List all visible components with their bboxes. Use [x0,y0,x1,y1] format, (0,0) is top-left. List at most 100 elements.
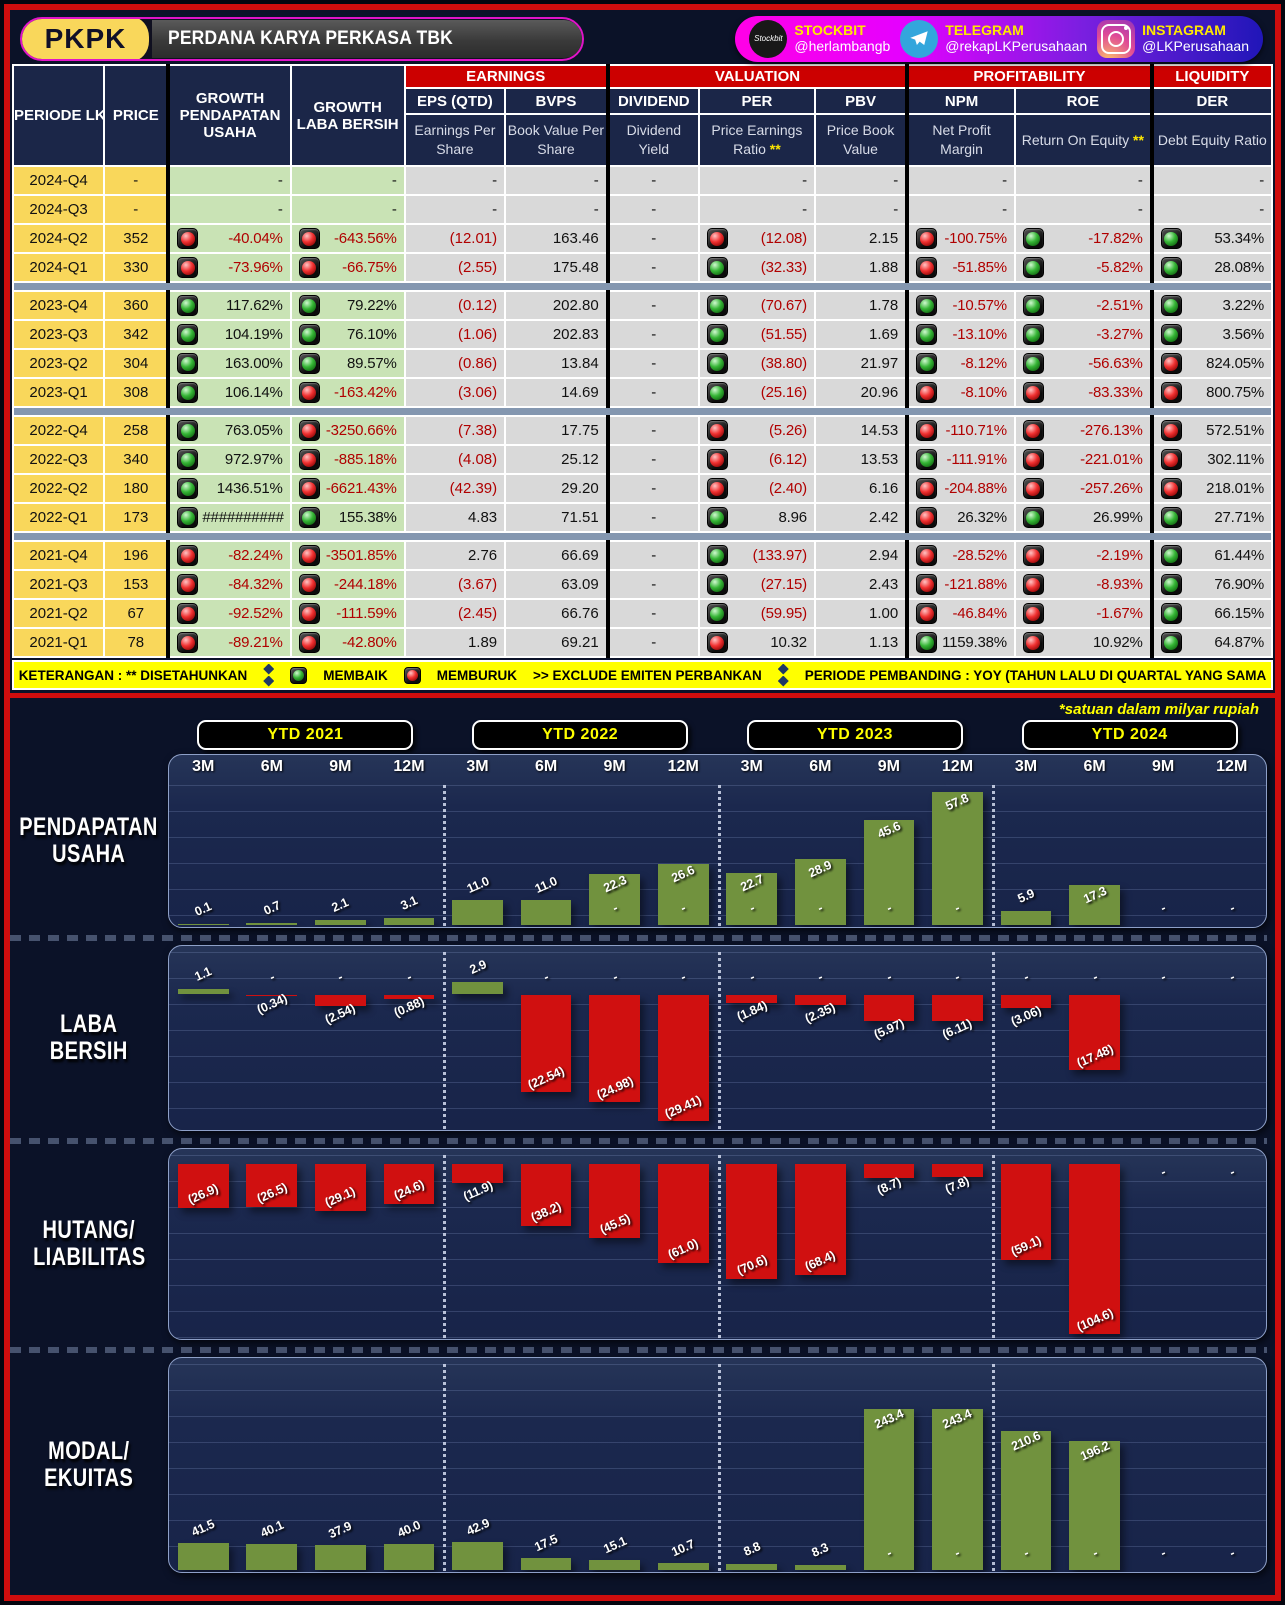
col-abbr-bvps: BVPS [504,87,609,115]
social-stockbit[interactable]: Stockbit STOCKBIT @herlambangb [749,19,890,58]
cell-value: 10.92% [1093,634,1143,651]
month-label: 9M [603,758,626,775]
green-led-icon [298,353,320,374]
legend-bar: KETERANGAN : ** DISETAHUNKAN MEMBAIK MEM… [12,660,1273,690]
npm-cell: -51.85% [905,252,1016,283]
growth-cell-content: - [707,172,807,189]
bar-slot: 0.1 [169,785,238,926]
bar-label: 8.8 [741,1539,763,1559]
price-cell: 330 [103,252,170,283]
cell-value: -5.82% [1096,259,1143,276]
price-cell: - [103,194,170,225]
npm-cell: 26.32% [905,502,1016,533]
month-label: 3M [1014,758,1038,775]
growth-cell-content: -3.27% [1022,324,1143,345]
growth-cell-content: 26.32% [916,507,1007,528]
dividend-cell: - [605,502,700,533]
red-led-icon [298,632,320,653]
bar-slots: 1.1 - (0.34) - (2.54) - (0.88) 2.9 - (22.54) - (24.… [169,952,1266,1129]
growth-cell-content: 27.71% [1160,507,1264,528]
npm-cell: -110.71% [905,415,1016,446]
baseline-dash: - [678,969,688,985]
brand-container: PKPK PERDANA KARYA PERKASA TBK [20,16,584,61]
month-labels: 3M 6M 9M 12M 3M 6M 9M 12M 3M 6M 9M 12M 3M 6M 9M 12M [169,758,1266,776]
per-cell: (133.97) [697,540,816,571]
cell-value: -10.57% [952,297,1007,314]
growth-pendapatan-cell: - [166,194,292,225]
bar-slot: - (5.97) [855,952,924,1129]
growth-cell-content: -46.84% [916,603,1007,624]
group-divider [991,952,995,1129]
pbv-cell: 6.16 [813,473,909,504]
bar [177,1164,229,1208]
cell-value: 3.22% [1222,297,1264,314]
bar-slot: (29.1) [306,1155,375,1338]
bar-slot: (7.8) [923,1155,992,1338]
growth-laba-cell: -66.75% [289,252,406,283]
month-label: 12M [667,758,699,775]
bar [794,1564,846,1570]
bar-slot: 40.1 [238,1364,307,1571]
bar [1000,911,1052,925]
npm-cell: -204.88% [905,473,1016,504]
cell-value: (70.67) [760,297,807,314]
baseline-dash: - [884,969,894,985]
eps-cell: (4.08) [403,444,507,475]
period-cell: 2021-Q2 [11,598,106,629]
bar [932,995,983,1022]
month-label: 6M [534,758,558,775]
diamond-icon [777,663,789,687]
bar-label: 2.1 [329,895,351,915]
col-desc-pbv: Price Book Value [813,113,909,167]
npm-cell: - [905,165,1016,196]
green-led-icon [916,353,938,374]
dividend-cell: - [605,290,700,321]
cell-value: -13.10% [952,326,1007,343]
chart-title-line: USAHA [52,840,126,868]
bar-slot: (38.2) [512,1155,581,1338]
growth-cell-content: -885.18% [298,449,397,470]
col-abbr-der: DER [1149,87,1274,115]
pbv-cell: 2.42 [813,502,909,533]
green-led-icon [177,507,199,528]
chart-panel: 3M 6M 9M 12M 3M 6M 9M 12M 3M 6M 9M 12M 3M 6M 9M 12M 0.1 0… [168,754,1267,928]
bar-label: - [1227,969,1237,985]
year-separator [12,406,1273,417]
col-desc-eps: Earnings Per Share [403,113,507,167]
growth-cell-content: 302.11% [1160,449,1264,470]
pbv-cell: 21.97 [813,348,909,379]
bar-label: 40.1 [258,1517,286,1540]
bar [246,1543,298,1570]
bar-slot: 3.1 [375,785,444,926]
green-led-icon [706,382,728,403]
growth-laba-cell: 89.57% [289,348,406,379]
bvps-cell: 66.76 [504,598,609,629]
green-led-icon [706,507,728,528]
social-telegram[interactable]: TELEGRAM @rekapLKPerusahaan [900,19,1087,58]
bar [383,1543,435,1570]
dividend-cell: - [605,194,700,225]
red-led-icon [706,228,728,249]
red-led-icon [916,574,938,595]
growth-cell-content: -40.04% [177,228,283,249]
growth-cell-content: 28.08% [1160,257,1264,278]
chart-row-3: MODAL/EKUITAS 41.5 40.1 37.9 40.0 42.9 17.5 15.… [10,1357,1267,1573]
growth-cell-content: -51.85% [916,257,1007,278]
col-header-growth-laba: GROWTH LABA BERSIH [289,64,406,167]
cell-value: - [1002,201,1007,218]
growth-cell-content: 572.51% [1160,420,1264,441]
growth-cell-content: 79.22% [298,295,397,316]
eps-cell: (12.01) [403,223,507,254]
telegram-icon [900,19,939,58]
social-instagram[interactable]: INSTAGRAM @LKPerusahaan [1097,19,1249,58]
growth-cell-content: 106.14% [177,382,283,403]
bar [315,1164,366,1212]
bar [383,1164,435,1205]
period-cell: 2022-Q4 [11,415,106,446]
red-led-icon [177,545,199,566]
bar-slot: 0.7 [238,785,307,926]
company-name: PERDANA KARYA PERKASA TBK [168,27,453,49]
growth-cell-content: -5.82% [1022,257,1143,278]
growth-cell-content: 155.38% [298,507,397,528]
bar [726,872,778,925]
